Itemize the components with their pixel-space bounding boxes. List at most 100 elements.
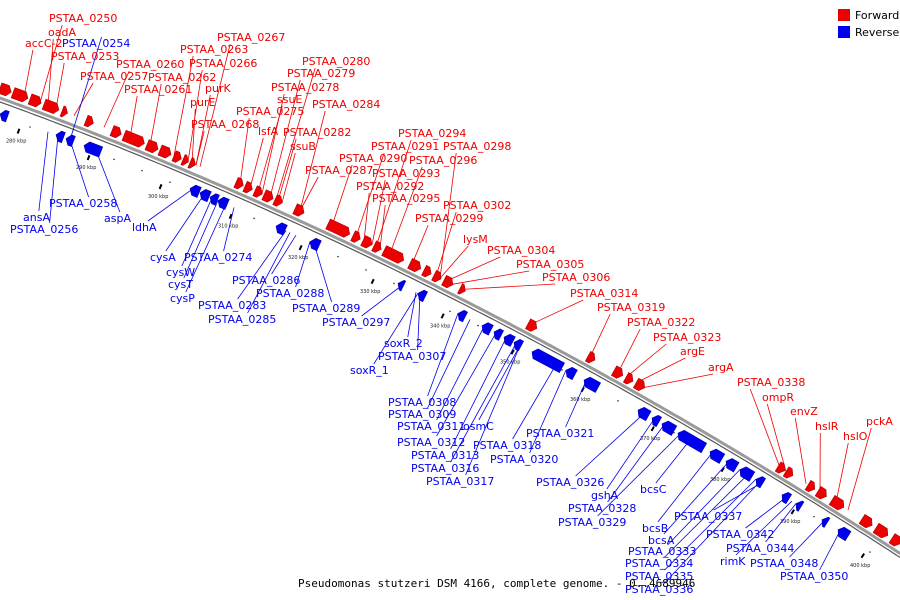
connector-line [275, 67, 316, 201]
forward-gene-label: PSTAA_0284 [312, 98, 380, 111]
tick-label: 280 kbp [6, 139, 26, 145]
connector-line [277, 138, 297, 202]
tick-mark [370, 278, 375, 285]
forward-gene-label: PSTAA_0275 [236, 105, 304, 118]
tick-label: 400 kbp [850, 563, 870, 569]
forward-gene-label: PSTAA_0302 [443, 199, 511, 212]
reverse-gene [209, 193, 220, 206]
reverse-gene-label: PSTAA_0308 [388, 396, 456, 409]
reverse-gene-label: PSTAA_0309 [388, 408, 456, 421]
connector-line [655, 439, 691, 484]
forward-gene [41, 98, 60, 114]
reverse-gene-label: cysP [170, 292, 195, 305]
reverse-gene [503, 333, 516, 347]
reverse-gene [83, 141, 104, 158]
reverse-gene-label: soxR_1 [350, 364, 389, 377]
connector-line [735, 500, 793, 556]
reverse-gene-label: ldhA [132, 221, 157, 234]
track-dot [253, 217, 255, 220]
connector-line [313, 243, 332, 303]
connector-line [606, 418, 655, 490]
connector-line [47, 38, 54, 106]
forward-gene [27, 93, 42, 108]
connector-line [407, 292, 417, 338]
connector-line [299, 176, 319, 212]
forward-gene [632, 377, 645, 391]
forward-gene-label: PSTAA_0266 [189, 57, 257, 70]
forward-gene-label: hslO [843, 430, 868, 443]
connector-line [379, 204, 386, 249]
forward-gene [407, 258, 422, 273]
reverse-gene [189, 184, 202, 198]
connector-line [239, 117, 250, 185]
reverse-gene-label: PSTAA_0350 [780, 570, 848, 583]
connector-line [597, 433, 681, 517]
reverse-gene-label: PSTAA_0312 [397, 436, 465, 449]
forward-gene-label: PSTAA_0263 [180, 43, 248, 56]
reverse-gene-label: PSTAA_0317 [426, 475, 494, 488]
reverse-gene-label: PSTAA_0337 [674, 510, 742, 523]
track-dot [673, 431, 675, 434]
reverse-gene-label: PSTAA_0283 [198, 299, 266, 312]
tick-mark [440, 313, 445, 319]
forward-gene [782, 466, 794, 479]
reverse-gene [677, 429, 708, 454]
connector-line [23, 49, 34, 97]
connector-line [249, 137, 264, 189]
reverse-gene-label: PSTAA_0285 [208, 313, 276, 326]
forward-gene [292, 203, 305, 217]
forward-gene-label: PSTAA_0282 [283, 126, 351, 139]
connector-line [450, 337, 507, 450]
connector-line [361, 285, 403, 317]
connector-line [191, 108, 196, 164]
connector-line [129, 95, 138, 138]
connector-line [411, 224, 429, 265]
forward-gene-label: PSTAA_0262 [148, 71, 216, 84]
tick-mark [158, 183, 163, 190]
connector-line [247, 232, 291, 314]
connector-line [847, 427, 872, 511]
connector-line [794, 417, 807, 484]
tick-label: 300 kbp [148, 194, 168, 200]
reverse-gene-label: cysA [150, 251, 176, 264]
reverse-gene-label: PSTAA_0348 [750, 557, 818, 570]
connector-line [512, 364, 557, 440]
legend-forward-label: Forward [855, 9, 899, 22]
forward-gene-label: argE [680, 345, 705, 358]
tick-mark [650, 426, 655, 432]
forward-gene [610, 365, 624, 379]
connector-line [295, 241, 311, 288]
forward-gene [233, 176, 244, 190]
forward-gene-label: argA [708, 361, 734, 374]
track-dot [29, 126, 31, 128]
connector-line [355, 152, 385, 238]
reverse-gene-label: PSTAA_0316 [411, 462, 479, 475]
reverse-gene-label: PSTAA_0320 [490, 453, 558, 466]
connector-line [445, 256, 501, 282]
reverse-gene-label: PSTAA_0286 [232, 274, 300, 287]
forward-gene [325, 218, 351, 238]
forward-gene [441, 275, 454, 289]
reverse-gene-label: PSTAA_0288 [256, 287, 324, 300]
connector-line [69, 36, 102, 141]
reverse-gene [55, 130, 66, 144]
forward-gene [814, 486, 827, 500]
connector-line [663, 462, 729, 535]
track-dot [141, 169, 143, 172]
legend: Forward Reverse [838, 9, 899, 39]
connector-line [643, 373, 714, 388]
forward-gene [0, 82, 12, 97]
connector-line [617, 328, 641, 374]
forward-gene-label: PSTAA_0290 [339, 152, 407, 165]
forward-gene [252, 185, 263, 198]
connector-line [73, 82, 94, 116]
track-dot [169, 181, 171, 183]
reverse-gene-label: PSTAA_0336 [625, 583, 693, 596]
reverse-gene-label: bcsA [648, 534, 675, 547]
forward-gene-label: PSTAA_0305 [516, 258, 584, 271]
forward-gene-label: PSTAA_0278 [271, 81, 339, 94]
forward-gene [774, 461, 786, 474]
reverse-gene-label: PSTAA_0313 [411, 449, 479, 462]
reverse-gene-label: PSTAA_0328 [568, 502, 636, 515]
reverse-gene [781, 492, 793, 505]
